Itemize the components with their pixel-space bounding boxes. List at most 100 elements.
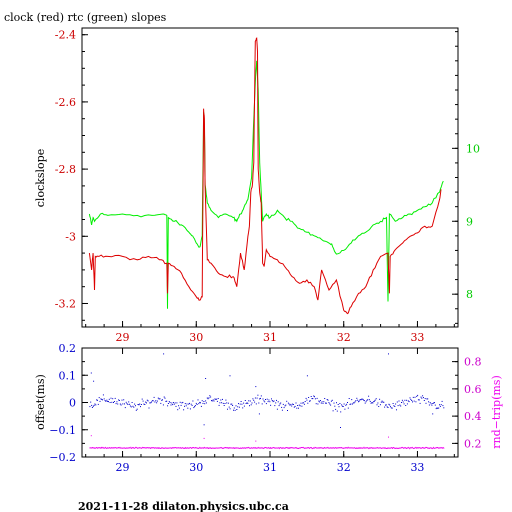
rndtrip-point — [173, 447, 175, 449]
rndtrip-point — [134, 447, 136, 449]
rndtrip-point — [263, 447, 265, 449]
offset-point — [140, 404, 142, 405]
offset-point — [247, 402, 249, 404]
rndtrip-point — [212, 447, 214, 449]
rndtrip-point — [412, 447, 414, 449]
offset-point — [325, 402, 327, 404]
rndtrip-point — [107, 447, 109, 449]
offset-point — [329, 403, 331, 405]
rndtrip-point — [402, 447, 404, 449]
rndtrip-point — [98, 447, 100, 449]
rndtrip-point — [330, 447, 332, 449]
offset-point — [216, 400, 218, 402]
offset-point — [281, 406, 283, 408]
offset-point — [374, 400, 375, 402]
offset-point — [398, 400, 400, 402]
rndtrip-point — [308, 447, 310, 449]
offset-point — [394, 406, 396, 407]
rndtrip-point — [123, 447, 125, 449]
rndtrip-point — [174, 447, 176, 449]
offset-point — [140, 406, 141, 408]
rndtrip-point — [181, 447, 183, 449]
rndtrip-point — [404, 447, 406, 449]
rndtrip-point — [171, 447, 173, 449]
rndtrip-point — [428, 447, 430, 449]
rndtrip-point — [276, 447, 278, 449]
top-axes-group: 29 30 31 32 33 -3.2 -3 -2.8 -2.6 -2.4 8 9 10 — [55, 29, 480, 344]
offset-point-outlier — [90, 372, 92, 374]
offset-point — [191, 404, 193, 406]
offset-point — [99, 400, 101, 402]
top-x-tick-label: 33 — [410, 331, 424, 344]
offset-point — [91, 407, 93, 408]
rndtrip-point — [146, 447, 148, 449]
offset-point — [275, 402, 277, 404]
rndtrip-point — [138, 447, 140, 449]
rndtrip-point — [92, 447, 94, 449]
rndtrip-point — [380, 447, 382, 449]
rndtrip-point — [99, 447, 101, 449]
offset-point — [214, 398, 216, 400]
rndtrip-point — [383, 447, 385, 449]
offset-point — [164, 397, 166, 399]
offset-point — [351, 399, 353, 401]
offset-point — [217, 398, 219, 399]
rndtrip-point — [157, 447, 159, 449]
rndtrip-point — [385, 447, 387, 449]
rndtrip-point — [322, 447, 324, 449]
offset-point — [267, 401, 269, 403]
rndtrip-point — [307, 447, 309, 448]
rndtrip-point — [107, 447, 109, 449]
offset-point — [204, 403, 206, 405]
offset-point — [415, 401, 417, 403]
offset-point — [237, 406, 239, 408]
rndtrip-point — [154, 447, 156, 449]
offset-point — [414, 396, 416, 398]
offset-point — [283, 407, 285, 409]
offset-point — [124, 403, 125, 405]
offset-point — [92, 405, 94, 407]
rndtrip-point — [423, 447, 425, 449]
rndtrip-point — [388, 447, 389, 449]
rndtrip-point — [251, 447, 252, 449]
offset-point — [284, 405, 286, 407]
rndtrip-point — [431, 447, 432, 449]
rndtrip-point — [328, 447, 329, 449]
offset-point-outlier — [388, 353, 389, 355]
rndtrip-point-outlier — [203, 437, 205, 439]
rndtrip-point — [362, 447, 364, 449]
rndtrip-point — [102, 446, 104, 448]
rndtrip-point — [370, 447, 372, 449]
rndtrip-point — [378, 447, 380, 449]
offset-point — [129, 403, 131, 405]
rndtrip-point — [369, 447, 371, 449]
rndtrip-point — [397, 448, 399, 449]
bottom-y-tick-label: −0.2 — [49, 451, 76, 464]
offset-point — [348, 398, 350, 399]
rndtrip-point — [436, 447, 438, 449]
offset-point — [167, 405, 169, 407]
rndtrip-point — [325, 447, 327, 449]
rndtrip-point — [213, 447, 215, 449]
rndtrip-point — [248, 447, 250, 449]
offset-point — [309, 400, 311, 402]
rndtrip-point — [343, 447, 345, 449]
offset-point — [210, 396, 212, 398]
offset-point — [260, 397, 261, 399]
rndtrip-point — [386, 448, 388, 449]
offset-point — [108, 398, 110, 400]
rndtrip-point — [180, 447, 182, 449]
bottom-panel: offset(ms) rnd−trip(ms) 29 30 31 32 33 −0.2 −0… — [34, 342, 503, 474]
offset-point — [265, 399, 266, 400]
offset-point — [438, 407, 440, 409]
offset-point — [357, 399, 359, 401]
rndtrip-point — [276, 447, 278, 449]
offset-point — [97, 399, 98, 401]
offset-point — [422, 395, 424, 397]
rndtrip-point — [413, 447, 415, 449]
offset-point — [336, 402, 337, 404]
rndtrip-point — [186, 447, 188, 449]
rndtrip-point — [392, 448, 394, 449]
offset-point — [221, 402, 223, 404]
